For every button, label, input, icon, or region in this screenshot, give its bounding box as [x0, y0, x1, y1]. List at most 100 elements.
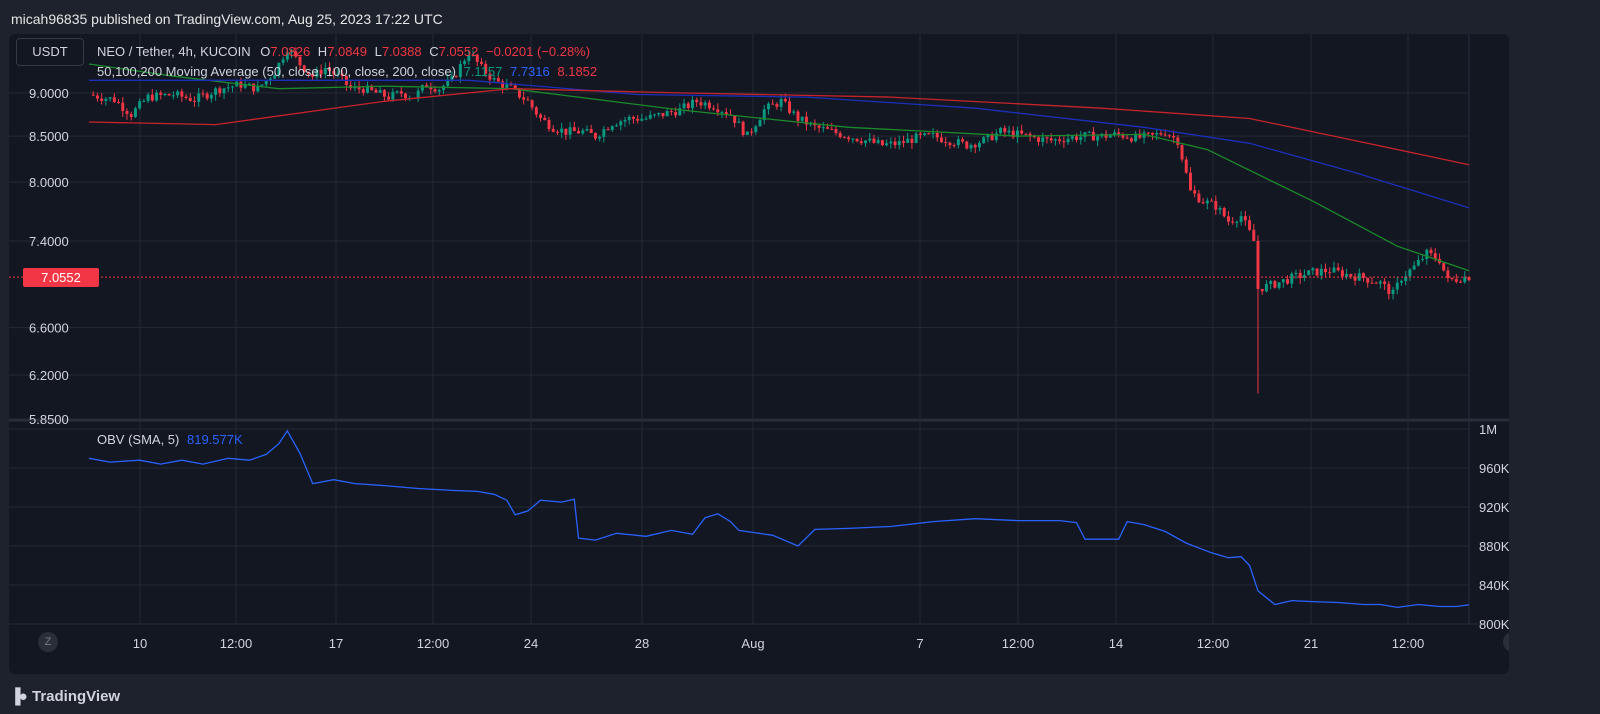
candle-body	[1129, 138, 1133, 142]
ma50-value: 7.1157	[463, 64, 503, 79]
candle-body	[733, 115, 737, 123]
candle-body	[298, 56, 302, 66]
ohlc-legend: NEO / Tether, 4h, KUCOIN O7.0826 H7.0849…	[97, 44, 590, 59]
candle-body	[640, 118, 644, 121]
zoom-button[interactable]: Z	[38, 632, 58, 652]
candle-body	[610, 126, 614, 130]
candle-body	[1032, 136, 1036, 138]
candle-body	[1353, 276, 1357, 281]
candle-body	[357, 86, 361, 90]
candle-body	[480, 61, 483, 64]
candle-body	[724, 112, 728, 115]
candle-body	[501, 81, 505, 88]
x-tick-label: 7	[916, 636, 923, 651]
price-tick-label: 6.2000	[29, 368, 69, 383]
candle-body	[994, 133, 998, 141]
candle-body	[750, 131, 754, 133]
candle-body	[568, 127, 572, 135]
candle-body	[285, 52, 289, 60]
x-tick-label: 14	[1109, 636, 1123, 651]
candle-body	[754, 126, 758, 132]
candle-body	[1294, 272, 1298, 274]
candle-body	[821, 127, 825, 129]
candle-body	[1155, 133, 1159, 135]
candle-body	[163, 94, 167, 96]
candle-body	[311, 73, 315, 77]
obv-label[interactable]: OBV (SMA, 5)	[97, 432, 180, 447]
candle-body	[910, 138, 914, 143]
currency-button[interactable]: USDT	[16, 38, 84, 66]
chart-frame[interactable]: 10 12:00 17 12:00 24 28 Aug 7 12:00 14 12:00 21 12:0…	[9, 34, 1509, 674]
x-tick-label: 12:00	[1002, 636, 1035, 651]
candle-body	[454, 76, 458, 78]
candle-body	[551, 128, 555, 132]
candle-body	[686, 103, 690, 109]
candle-body	[999, 127, 1003, 134]
candle-body	[1298, 272, 1302, 278]
candle-body	[1395, 282, 1399, 290]
obv-tick-label: 800K	[1479, 617, 1509, 632]
candle-body	[328, 68, 332, 72]
candle-body	[1011, 130, 1015, 138]
ma-label[interactable]: 50,100,200 Moving Average (50, close, 10…	[97, 64, 456, 79]
candle-body	[1066, 138, 1070, 143]
candle-body	[171, 95, 175, 97]
candle-body	[661, 112, 665, 117]
symbol-title[interactable]: NEO / Tether, 4h, KUCOIN	[97, 44, 251, 59]
candle-body	[615, 125, 618, 127]
auto-scale-button[interactable]: A	[1503, 632, 1509, 652]
candle-body	[467, 55, 471, 61]
candle-body	[771, 103, 775, 105]
candle-body	[370, 85, 374, 90]
candle-body	[509, 84, 513, 86]
tradingview-logo[interactable]: ▐● TradingView	[10, 688, 120, 705]
candle-body	[572, 127, 576, 132]
candle-body	[1248, 220, 1252, 230]
candle-body	[1286, 279, 1290, 284]
candle-body	[665, 111, 669, 117]
candle-body	[1328, 272, 1332, 274]
candle-body	[387, 96, 391, 100]
candle-body	[1193, 190, 1197, 194]
ma200-value: 8.1852	[557, 64, 598, 79]
candle-body	[1226, 216, 1230, 222]
candle-body	[205, 93, 209, 99]
candle-body	[534, 107, 538, 115]
candle-body	[1104, 133, 1108, 138]
candle-body	[623, 119, 627, 122]
candle-body	[555, 131, 559, 133]
candle-body	[707, 102, 711, 109]
candle-body	[361, 89, 365, 93]
candle-body	[374, 89, 378, 93]
candle-body	[940, 137, 943, 143]
candle-body	[332, 71, 336, 75]
chart-canvas[interactable]: 10 12:00 17 12:00 24 28 Aug 7 12:00 14 12:00 21 12:0…	[9, 34, 1509, 674]
candle-body	[176, 91, 180, 96]
candle-body	[969, 144, 973, 149]
candle-body	[855, 138, 859, 142]
candle-body	[1277, 282, 1281, 288]
candle-body	[108, 97, 112, 99]
publisher-text: micah96835 published on TradingView.com,…	[11, 11, 443, 27]
candle-body	[1087, 131, 1091, 133]
candle-body	[990, 134, 994, 141]
candle-body	[91, 94, 95, 96]
candle-body	[834, 129, 838, 134]
candle-body	[416, 90, 420, 99]
candle-body	[1159, 133, 1163, 135]
candle-body	[766, 103, 770, 110]
candle-body	[1117, 132, 1121, 134]
candle-body	[1121, 133, 1125, 138]
candle-body	[838, 133, 842, 138]
candle-body	[277, 62, 281, 76]
candle-body	[1340, 270, 1344, 277]
candle-body	[986, 134, 990, 138]
candle-body	[935, 133, 939, 138]
candle-body	[268, 78, 272, 81]
candle-body	[463, 60, 467, 64]
candle-body	[1222, 208, 1226, 217]
candle-body	[302, 65, 306, 72]
candle-body	[209, 94, 213, 99]
x-tick-label: Aug	[741, 636, 764, 651]
candle-body	[931, 133, 935, 135]
